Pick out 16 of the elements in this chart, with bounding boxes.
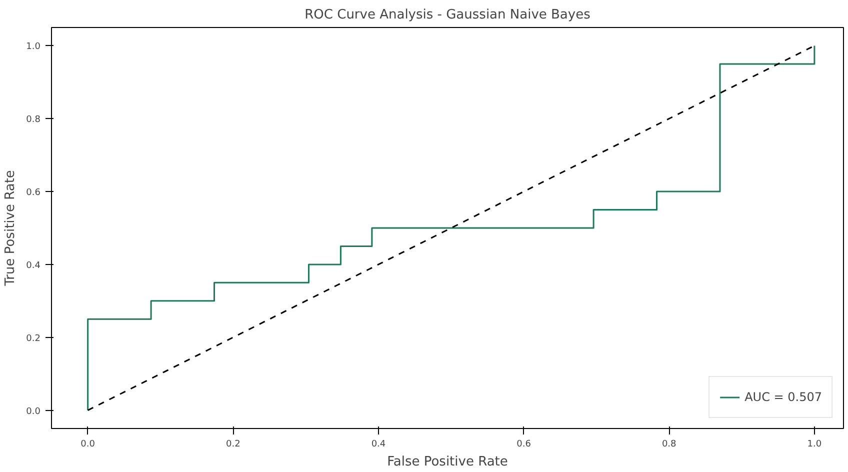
chart-title: ROC Curve Analysis - Gaussian Naive Bayes (304, 8, 591, 22)
x-tick-label: 0.0 (80, 440, 96, 450)
x-tick-label: 0.4 (371, 440, 386, 450)
x-axis-title: False Positive Rate (387, 454, 508, 470)
x-tick-label: 0.8 (662, 440, 677, 450)
x-tick-label: 0.2 (226, 440, 240, 450)
y-tick-label: 1.0 (26, 42, 41, 52)
y-axis-title: True Positive Rate (3, 170, 18, 287)
x-tick-label: 0.6 (516, 440, 532, 450)
legend-label: AUC = 0.507 (744, 390, 822, 404)
y-tick-label: 0.8 (26, 115, 41, 126)
y-tick-label: 0.2 (26, 334, 41, 344)
x-tick-label: 1.0 (807, 440, 822, 450)
y-tick-label: 0.4 (26, 260, 41, 271)
y-tick-label: 0.0 (26, 406, 41, 417)
y-tick-label: 0.6 (26, 188, 41, 198)
